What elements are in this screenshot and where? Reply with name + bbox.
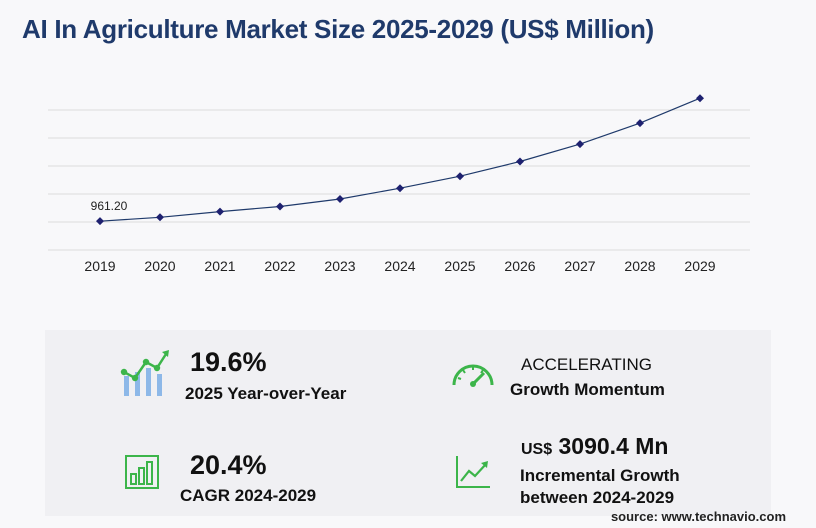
incremental-amount: 3090.4 Mn (558, 433, 669, 459)
x-tick-label: 2019 (84, 258, 115, 274)
x-tick-label: 2020 (144, 258, 175, 274)
data-point-2026 (516, 157, 524, 166)
data-point-2029 (696, 94, 704, 103)
momentum-label: Growth Momentum (510, 380, 665, 399)
x-tick-label: 2029 (684, 258, 715, 274)
x-tick-label: 2024 (384, 258, 415, 274)
chart-title: AI In Agriculture Market Size 2025-2029 … (22, 14, 654, 44)
data-labels: 961.20 (91, 199, 128, 213)
currency-prefix: US$ (521, 441, 553, 458)
chart-grid (48, 109, 750, 251)
data-point-2024 (396, 184, 404, 193)
momentum-value: ACCELERATING (521, 355, 652, 374)
line-chart: 2019 2020 2021 2022 2023 2024 2025 2026 2027 2028… (48, 94, 750, 274)
yoy-value: 19.6% (190, 347, 267, 377)
x-tick-label: 2025 (444, 258, 475, 274)
speedometer-icon (452, 364, 494, 387)
series-line (99, 97, 701, 222)
x-tick-label: 2026 (504, 258, 535, 274)
x-tick-label: 2021 (204, 258, 235, 274)
bar-chart-icon (125, 455, 159, 489)
cagr-value: 20.4% (190, 450, 267, 480)
chart-series (96, 94, 704, 226)
data-point-2023 (336, 195, 344, 203)
source-credit: source: www.technavio.com (610, 509, 786, 524)
x-axis-ticks: 2019 2020 2021 2022 2023 2024 2025 2026 2027 2028… (84, 258, 715, 274)
trend-up-icon (456, 456, 490, 488)
growth-chart-icon (120, 350, 169, 396)
cagr-label: CAGR 2024-2029 (180, 486, 317, 505)
data-point-2028 (636, 119, 644, 128)
data-point-2019 (96, 217, 104, 226)
x-tick-label: 2023 (324, 258, 355, 274)
data-point-2027 (576, 140, 584, 149)
yoy-label: 2025 Year-over-Year (185, 384, 347, 403)
data-point-2020 (156, 213, 164, 222)
data-point-2021 (216, 207, 224, 216)
x-tick-label: 2027 (564, 258, 595, 274)
incremental-label-line2: between 2024-2029 (520, 488, 675, 507)
data-point-2022 (276, 202, 284, 211)
incremental-value: US$ 3090.4 Mn (521, 433, 668, 460)
x-tick-label: 2022 (264, 258, 295, 274)
data-label: 961.20 (91, 199, 128, 213)
x-tick-label: 2028 (624, 258, 655, 274)
incremental-label-line1: Incremental Growth (520, 466, 680, 485)
data-point-2025 (456, 172, 464, 181)
stats-panel (45, 330, 771, 516)
